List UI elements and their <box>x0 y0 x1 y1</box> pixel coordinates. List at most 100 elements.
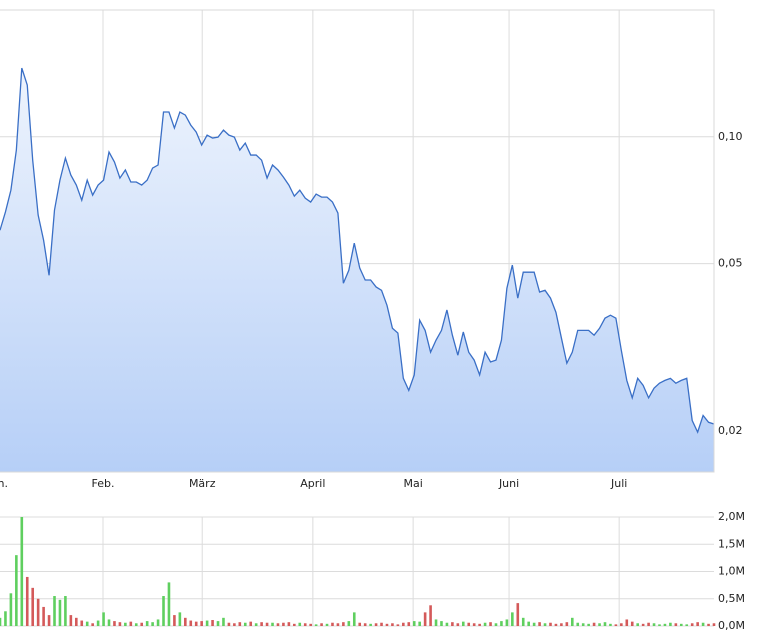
volume-bar <box>363 623 367 626</box>
volume-bar <box>570 617 574 626</box>
volume-bar <box>587 623 590 626</box>
volume-bar <box>407 622 411 626</box>
volume-bar <box>658 624 661 626</box>
y-tick-label: 0,02 <box>718 424 743 437</box>
volume-bar <box>592 622 596 626</box>
volume-bar <box>402 622 405 626</box>
volume-bar <box>271 622 274 626</box>
volume-bar <box>75 617 78 626</box>
volume-bar <box>249 621 253 626</box>
volume-bar <box>243 622 247 626</box>
volume-bar <box>429 605 432 626</box>
volume-bar <box>156 619 160 626</box>
volume-bar <box>505 619 509 626</box>
y-tick-label: 1,0M <box>718 565 745 578</box>
volume-bar <box>260 622 263 626</box>
volume-bar <box>630 621 634 626</box>
volume-bar <box>47 615 51 626</box>
volume-bar <box>418 621 421 626</box>
volume-bar <box>576 622 580 626</box>
volume-bar <box>151 622 154 626</box>
y-tick-label: 0,10 <box>718 130 743 143</box>
volume-bar <box>9 593 13 626</box>
volume-bar <box>620 623 623 626</box>
volume-bar <box>380 622 383 626</box>
volume-bar <box>25 576 29 626</box>
volume-bar <box>412 621 416 626</box>
volume-bar <box>184 617 187 626</box>
volume-bar <box>391 623 394 626</box>
volume-bar <box>440 621 443 626</box>
volume-bar <box>603 622 607 626</box>
volume-bar <box>233 623 236 626</box>
volume-bar <box>385 623 389 626</box>
volume-bar <box>64 596 67 626</box>
volume-bar <box>554 623 558 626</box>
volume-bar <box>358 622 362 626</box>
volume-bar <box>663 623 667 626</box>
volume-bar <box>336 623 340 626</box>
volume-bar <box>222 617 225 626</box>
x-tick-label: Feb. <box>92 477 115 490</box>
volume-bar <box>238 622 242 626</box>
volume-bar <box>641 623 645 626</box>
volume-bar <box>227 622 231 626</box>
volume-bar <box>674 623 678 626</box>
volume-bar <box>145 621 149 626</box>
volume-bar <box>96 620 100 626</box>
y-tick-label: 0,05 <box>718 257 743 270</box>
volume-bar <box>467 622 471 626</box>
volume-bar <box>549 622 552 626</box>
x-tick-label: n. <box>0 477 8 490</box>
volume-bar <box>511 612 514 626</box>
volume-bar <box>167 582 171 626</box>
volume-bar <box>690 623 694 626</box>
volume-bar <box>102 612 105 626</box>
volume-bar <box>194 621 198 626</box>
volume-bar <box>173 615 176 626</box>
volume-bar <box>276 623 280 626</box>
volume-bar <box>107 619 111 626</box>
y-tick-label: 0,0M <box>718 619 745 632</box>
volume-bar <box>325 623 329 626</box>
volume-bar <box>614 624 618 626</box>
volume-bar <box>118 622 122 626</box>
volume-bar <box>565 622 569 626</box>
volume-bar <box>0 617 2 626</box>
volume-bar <box>636 623 639 626</box>
volume-bar <box>625 619 629 626</box>
volume-bar <box>679 623 683 626</box>
volume-bar <box>609 623 612 626</box>
volume-bar <box>396 624 400 626</box>
volume-bar <box>331 622 334 626</box>
y-tick-label: 2,0M <box>718 510 745 523</box>
volume-bar <box>15 555 18 626</box>
volume-bar <box>461 621 465 626</box>
volume-bar <box>309 623 312 626</box>
volume-bar <box>647 622 650 626</box>
volume-bar <box>69 615 73 626</box>
volume-bar <box>598 623 601 626</box>
volume-bar <box>434 619 438 626</box>
volume-bar <box>712 623 716 626</box>
volume-bar <box>701 622 705 626</box>
volume-bar <box>254 623 258 626</box>
volume-bar <box>374 623 378 626</box>
volume-bar <box>36 598 40 626</box>
volume-bar <box>265 622 269 626</box>
price-line <box>0 67 715 434</box>
volume-bar <box>451 622 454 626</box>
volume-bar <box>669 622 672 626</box>
volume-bar <box>320 623 323 626</box>
volume-bar <box>581 623 585 626</box>
volume-bar <box>298 622 302 626</box>
x-tick-label: Juni <box>498 477 519 490</box>
volume-bar <box>489 622 492 626</box>
volume-bar <box>707 623 710 626</box>
volume-bar <box>58 599 62 626</box>
volume-bar <box>314 624 318 626</box>
x-tick-label: März <box>189 477 216 490</box>
volume-bar <box>178 612 182 626</box>
volume-bar <box>472 623 476 626</box>
volume-bar <box>342 622 345 626</box>
